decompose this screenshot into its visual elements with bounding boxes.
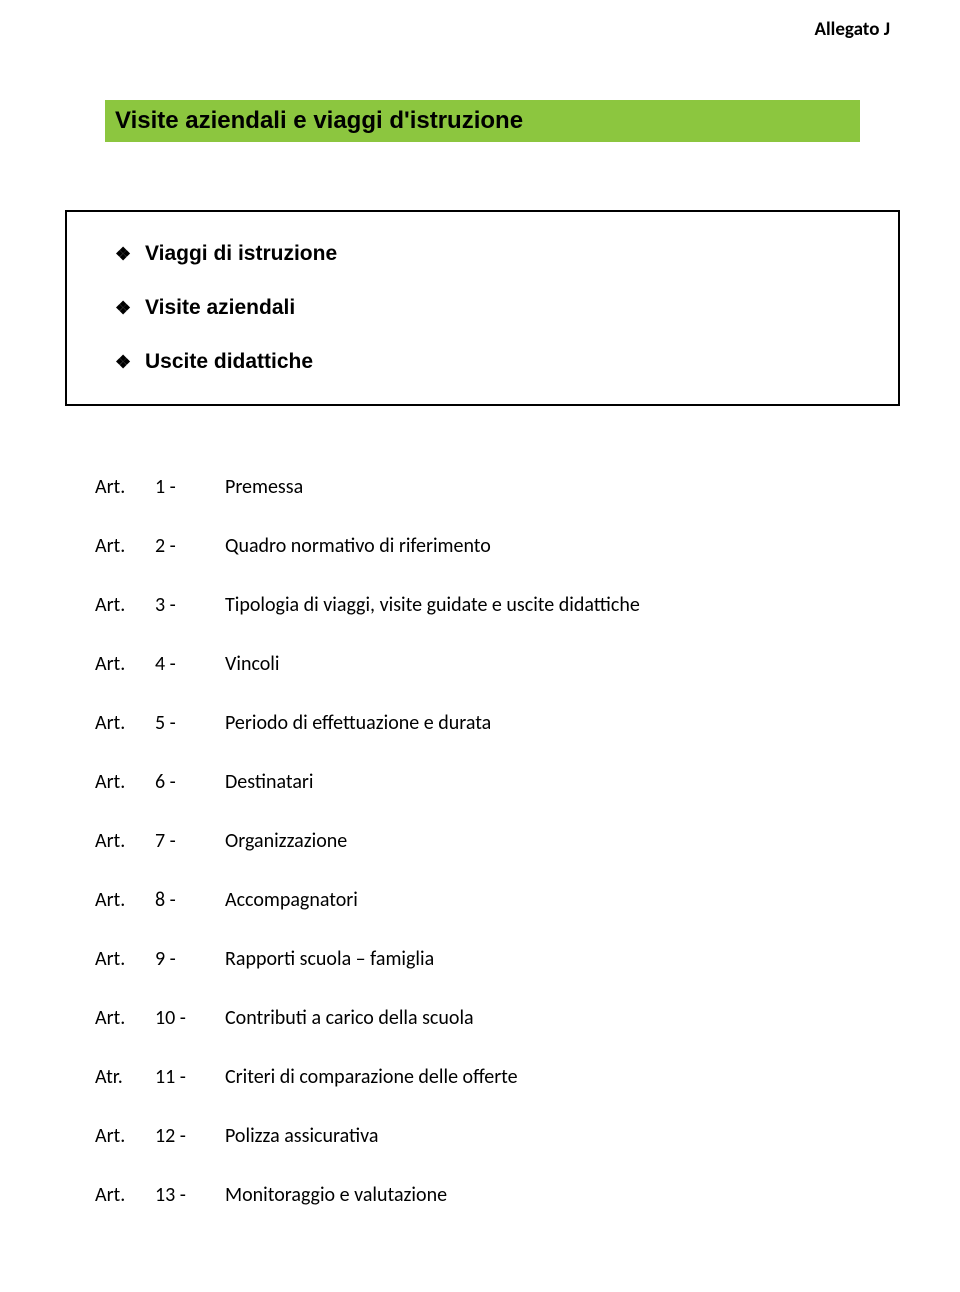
article-row: Art. 8 - Accompagnatori: [95, 888, 875, 912]
article-prefix: Art.: [95, 1006, 155, 1030]
article-number: 11 -: [155, 1065, 225, 1089]
article-number: 12 -: [155, 1124, 225, 1148]
article-prefix: Art.: [95, 593, 155, 617]
diamond-bullet-icon: ❖: [115, 296, 145, 320]
article-prefix: Art.: [95, 1183, 155, 1207]
categories-box: ❖ Viaggi di istruzione ❖ Visite aziendal…: [65, 210, 900, 406]
article-description: Destinatari: [225, 770, 875, 794]
article-number: 5 -: [155, 711, 225, 735]
article-number: 3 -: [155, 593, 225, 617]
article-number: 10 -: [155, 1006, 225, 1030]
article-row: Art. 1 - Premessa: [95, 475, 875, 499]
article-number: 4 -: [155, 652, 225, 676]
document-title-text: Visite aziendali e viaggi d'istruzione: [115, 107, 523, 135]
article-row: Atr. 11 - Criteri di comparazione delle …: [95, 1065, 875, 1089]
article-prefix: Art.: [95, 475, 155, 499]
article-description: Premessa: [225, 475, 875, 499]
article-row: Art. 9 - Rapporti scuola – famiglia: [95, 947, 875, 971]
article-description: Accompagnatori: [225, 888, 875, 912]
article-row: Art. 5 - Periodo di effettuazione e dura…: [95, 711, 875, 735]
article-description: Organizzazione: [225, 829, 875, 853]
article-row: Art. 3 - Tipologia di viaggi, visite gui…: [95, 593, 875, 617]
bullet-item: ❖ Visite aziendali: [115, 296, 866, 320]
bullet-label: Uscite didattiche: [145, 350, 313, 374]
article-row: Art. 4 - Vincoli: [95, 652, 875, 676]
bullet-label: Visite aziendali: [145, 296, 295, 320]
diamond-bullet-icon: ❖: [115, 242, 145, 266]
article-row: Art. 6 - Destinatari: [95, 770, 875, 794]
article-number: 9 -: [155, 947, 225, 971]
article-description: Vincoli: [225, 652, 875, 676]
bullet-item: ❖ Uscite didattiche: [115, 350, 866, 374]
article-row: Art. 2 - Quadro normativo di riferimento: [95, 534, 875, 558]
article-description: Tipologia di viaggi, visite guidate e us…: [225, 593, 875, 617]
article-prefix: Art.: [95, 1124, 155, 1148]
article-number: 6 -: [155, 770, 225, 794]
article-description: Criteri di comparazione delle offerte: [225, 1065, 875, 1089]
article-row: Art. 12 - Polizza assicurativa: [95, 1124, 875, 1148]
article-description: Monitoraggio e valutazione: [225, 1183, 875, 1207]
article-prefix: Art.: [95, 947, 155, 971]
bullet-label: Viaggi di istruzione: [145, 242, 337, 266]
article-description: Contributi a carico della scuola: [225, 1006, 875, 1030]
article-prefix: Art.: [95, 534, 155, 558]
articles-list: Art. 1 - Premessa Art. 2 - Quadro normat…: [95, 475, 875, 1242]
article-prefix: Art.: [95, 829, 155, 853]
article-prefix: Atr.: [95, 1065, 155, 1089]
article-description: Polizza assicurativa: [225, 1124, 875, 1148]
article-number: 13 -: [155, 1183, 225, 1207]
article-number: 2 -: [155, 534, 225, 558]
article-row: Art. 7 - Organizzazione: [95, 829, 875, 853]
article-prefix: Art.: [95, 652, 155, 676]
article-row: Art. 10 - Contributi a carico della scuo…: [95, 1006, 875, 1030]
header-attachment-label: Allegato J: [815, 18, 891, 41]
bullet-item: ❖ Viaggi di istruzione: [115, 242, 866, 266]
article-description: Quadro normativo di riferimento: [225, 534, 875, 558]
article-prefix: Art.: [95, 770, 155, 794]
article-row: Art. 13 - Monitoraggio e valutazione: [95, 1183, 875, 1207]
article-prefix: Art.: [95, 711, 155, 735]
article-description: Rapporti scuola – famiglia: [225, 947, 875, 971]
document-title-bar: Visite aziendali e viaggi d'istruzione: [105, 100, 860, 142]
article-number: 7 -: [155, 829, 225, 853]
diamond-bullet-icon: ❖: [115, 350, 145, 374]
article-number: 1 -: [155, 475, 225, 499]
article-description: Periodo di effettuazione e durata: [225, 711, 875, 735]
article-prefix: Art.: [95, 888, 155, 912]
article-number: 8 -: [155, 888, 225, 912]
